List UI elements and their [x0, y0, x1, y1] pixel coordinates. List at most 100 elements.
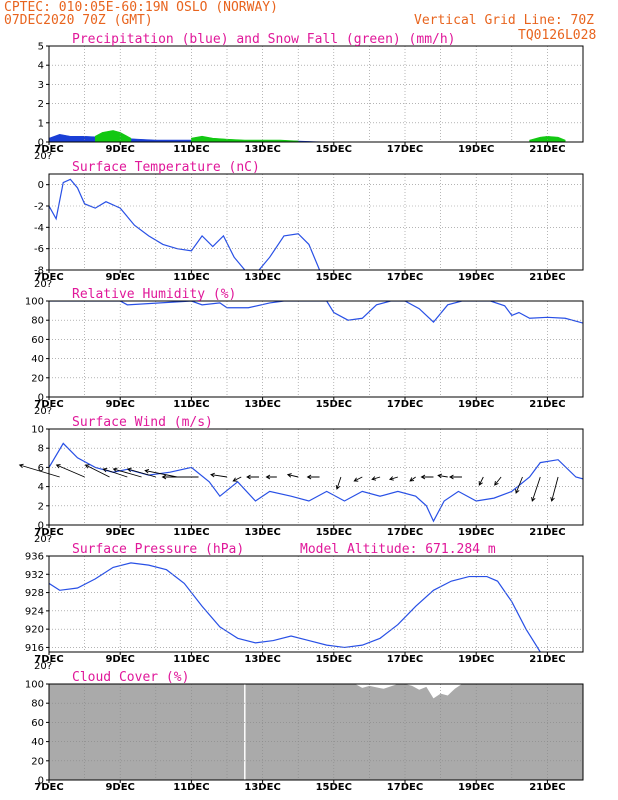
temperature-xtick-label: 7DEC	[34, 272, 63, 283]
pressure-line	[49, 562, 541, 652]
wind-arrow	[306, 474, 320, 480]
wind-frame	[48, 428, 584, 526]
humidity-xtick-label: 7DEC	[34, 399, 63, 410]
wind-arrow	[335, 476, 342, 490]
cloud-plot	[49, 684, 583, 780]
wind-title: Surface Wind (m/s)	[72, 415, 213, 430]
wind-arrow	[409, 476, 416, 482]
temperature-xtick-label: 17DEC	[387, 272, 423, 283]
temperature-xtick-label: 11DEC	[173, 272, 209, 283]
pressure-xtick-year: 20?	[34, 661, 52, 672]
wind-xtick-label: 13DEC	[244, 527, 280, 538]
humidity-ytick-label: 80	[31, 316, 44, 327]
pressure-title: Surface Pressure (hPa)	[72, 542, 244, 557]
temperature-ytick-label: -6	[34, 244, 44, 255]
precip-xtick-year: 20?	[34, 151, 52, 162]
pressure-ytick-label: 924	[25, 606, 44, 617]
wind-panel: 0 2 4 6 8 10 7DEC 9DEC 11DEC 13DEC 15DEC 17DEC 19DEC…	[18, 415, 584, 545]
pressure-xtick-label: 21DEC	[529, 654, 565, 665]
wind-xtick-label: 19DEC	[458, 527, 494, 538]
temperature-frame	[48, 173, 584, 271]
header-line1: CPTEC: 010:05E-60:19N OSLO (NORWAY)	[4, 0, 278, 15]
pressure-xtick-label: 17DEC	[387, 654, 423, 665]
cloud-xtick-label: 21DEC	[529, 782, 565, 793]
wind-ytick-label: 0	[38, 521, 44, 532]
wind-xtick-label: 21DEC	[529, 527, 565, 538]
pressure-ytick-label: 916	[25, 643, 44, 654]
wind-ytick-label: 2	[38, 501, 44, 512]
humidity-panel: 0 20 40 60 80 100 7DEC 9DEC 11DEC 13DEC 15DEC 17DEC…	[25, 287, 584, 417]
pressure-subtitle: Model Altitude: 671.284 m	[300, 542, 496, 557]
humidity-ytick-label: 0	[38, 393, 44, 404]
cloud-xtick-label: 9DEC	[105, 782, 134, 793]
wind-arrow	[531, 476, 541, 502]
humidity-ytick-label: 60	[31, 335, 44, 346]
temperature-ytick-label: -8	[34, 266, 44, 277]
wind-xtick-label: 17DEC	[387, 527, 423, 538]
wind-plot	[49, 442, 583, 523]
wind-arrow	[126, 467, 156, 478]
precip-title: Precipitation (blue) and Snow Fall (gree…	[72, 32, 456, 47]
pressure-ytick-label: 920	[25, 625, 44, 636]
wind-arrow	[55, 464, 85, 478]
humidity-xtick-label: 13DEC	[244, 399, 280, 410]
temperature-ytick-label: -4	[34, 223, 44, 234]
temperature-ytick-label: 0	[38, 180, 44, 191]
wind-xtick-label: 15DEC	[316, 527, 352, 538]
pressure-xtick-label: 7DEC	[34, 654, 63, 665]
temperature-xtick-label: 19DEC	[458, 272, 494, 283]
humidity-line	[49, 301, 583, 324]
wind-ytick-label: 6	[38, 463, 44, 474]
precip-ytick-label: 0	[38, 138, 44, 149]
cloud-ytick-label: 60	[31, 718, 44, 729]
pressure-ytick-label: 936	[25, 552, 44, 563]
humidity-xtick-label: 17DEC	[387, 399, 423, 410]
cloud-title: Cloud Cover (%)	[72, 670, 189, 685]
wind-arrow	[102, 467, 128, 478]
precip-plot	[49, 130, 566, 142]
precip-ytick-label: 3	[38, 80, 44, 91]
wind-arrow	[550, 476, 559, 502]
wind-arrow	[478, 476, 484, 486]
cloud-ytick-label: 0	[38, 776, 44, 787]
humidity-frame	[48, 300, 584, 398]
pressure-plot	[49, 562, 541, 652]
wind-arrow	[371, 476, 381, 481]
wind-arrow	[232, 476, 242, 482]
cloud-xtick-label: 17DEC	[387, 782, 423, 793]
temperature-xtick-label: 9DEC	[105, 272, 134, 283]
pressure-ytick-label: 928	[25, 588, 44, 599]
wind-ytick-label: 10	[31, 425, 44, 436]
wind-arrow	[265, 474, 277, 480]
temperature-panel: -8 -6 -4 -2 0 7DEC 9DEC 11DEC 13DEC 15DEC 17DEC 19D…	[34, 160, 584, 290]
precip-xtick-label: 7DEC	[34, 144, 63, 155]
temperature-title: Surface Temperature (nC)	[72, 160, 260, 175]
temperature-line	[49, 178, 321, 270]
pressure-xtick-label: 19DEC	[458, 654, 494, 665]
wind-arrow	[84, 464, 110, 478]
humidity-title: Relative Humidity (%)	[72, 287, 236, 302]
pressure-frame	[48, 555, 584, 653]
wind-arrow	[210, 472, 228, 478]
wind-xtick-label: 7DEC	[34, 527, 63, 538]
precip-ytick-label: 1	[38, 118, 44, 129]
precip-xtick-label: 13DEC	[244, 144, 280, 155]
wind-arrow	[420, 474, 434, 480]
pressure-ytick-label: 932	[25, 570, 44, 581]
cloud-xtick-label: 15DEC	[316, 782, 352, 793]
precip-xtick-label: 21DEC	[529, 144, 565, 155]
wind-arrow	[353, 476, 363, 482]
header-run-id: TQ0126L028	[518, 28, 597, 43]
precip-frame	[48, 45, 584, 143]
humidity-ytick-label: 20	[31, 373, 44, 384]
temperature-plot	[49, 178, 321, 270]
precip-ytick-label: 5	[38, 42, 44, 53]
humidity-xtick-label: 19DEC	[458, 399, 494, 410]
precip-panel: 0 1 2 3 4 5 7DEC 9DEC 11DEC 13DEC 15DEC 17DEC 19DEC 2…	[34, 32, 584, 162]
cloud-ytick-label: 80	[31, 699, 44, 710]
humidity-ytick-label: 40	[31, 354, 44, 365]
header-grid-note: Vertical Grid Line: 70Z	[414, 13, 595, 28]
pressure-xtick-label: 13DEC	[244, 654, 280, 665]
wind-arrow	[246, 474, 260, 480]
precip-xtick-label: 9DEC	[105, 144, 134, 155]
